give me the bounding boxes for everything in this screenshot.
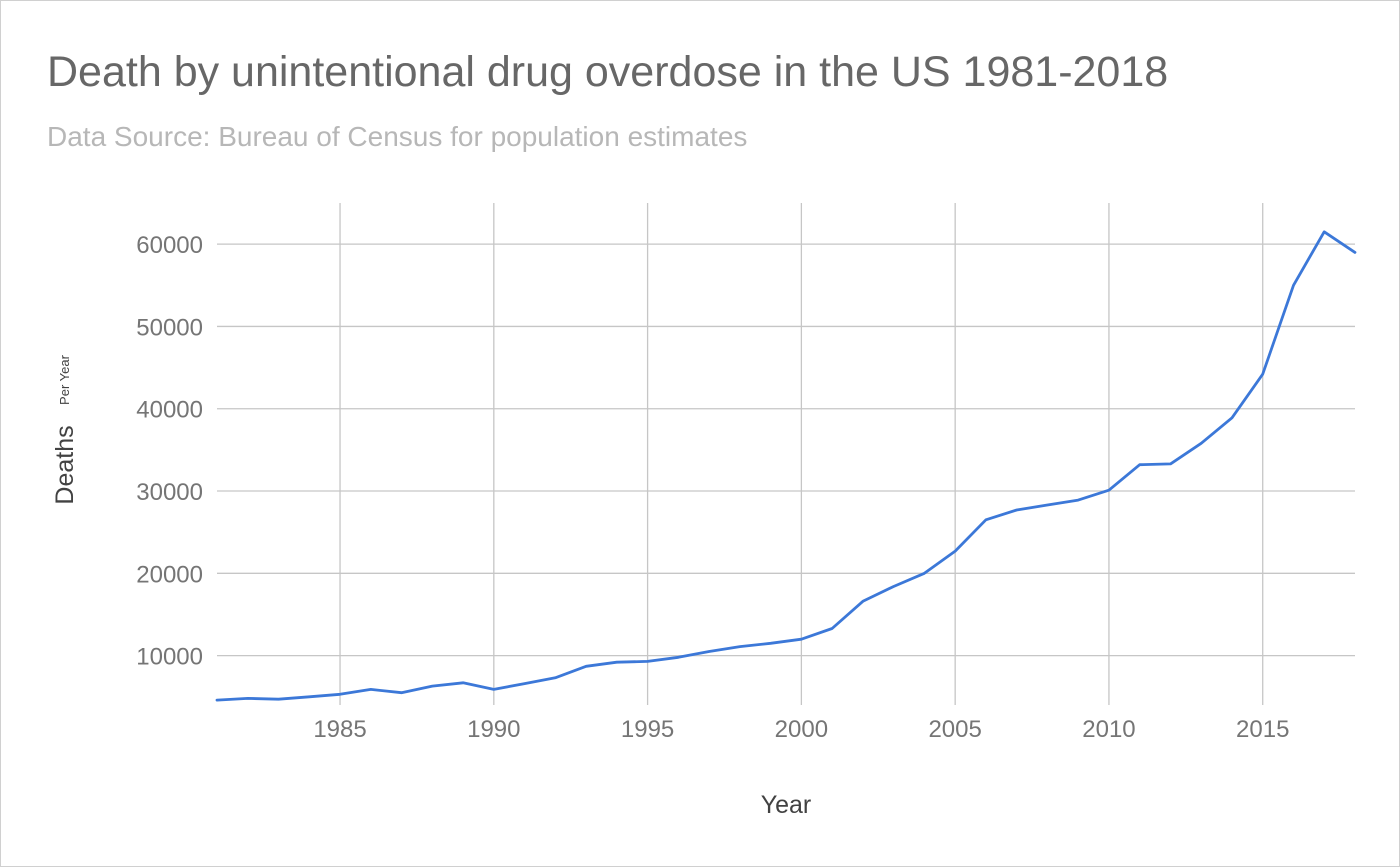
y-axis-ticks: 10000 20000 30000 40000 50000 60000 xyxy=(136,232,203,670)
y-axis-title-suffix: Per Year xyxy=(57,354,72,405)
x-tick-label: 1995 xyxy=(621,716,674,743)
y-tick-label: 20000 xyxy=(136,561,203,588)
x-tick-label: 2015 xyxy=(1236,716,1289,743)
x-tick-label: 1985 xyxy=(313,716,366,743)
y-axis-title: Deaths xyxy=(51,425,79,504)
x-axis-ticks: 1985 1990 1995 2000 2005 2010 2015 xyxy=(313,716,1289,743)
x-tick-label: 2010 xyxy=(1082,716,1135,743)
chart-subtitle: Data Source: Bureau of Census for popula… xyxy=(47,121,748,152)
chart-title: Death by unintentional drug overdose in … xyxy=(47,48,1169,96)
x-axis-title: Year xyxy=(761,791,812,819)
x-gridlines xyxy=(339,203,1264,705)
y-tick-label: 10000 xyxy=(136,644,203,671)
x-tick-label: 2000 xyxy=(775,716,828,743)
series-line xyxy=(215,230,1357,702)
x-tick-label: 1990 xyxy=(467,716,520,743)
x-tick-label: 2005 xyxy=(928,716,981,743)
y-axis-title-group: Deaths Per Year xyxy=(51,354,79,504)
y-tick-label: 30000 xyxy=(136,479,203,506)
series-group xyxy=(215,230,1357,702)
y-tick-label: 60000 xyxy=(136,232,203,259)
y-tick-label: 50000 xyxy=(136,314,203,341)
y-gridlines xyxy=(217,243,1355,657)
y-tick-label: 40000 xyxy=(136,397,203,424)
